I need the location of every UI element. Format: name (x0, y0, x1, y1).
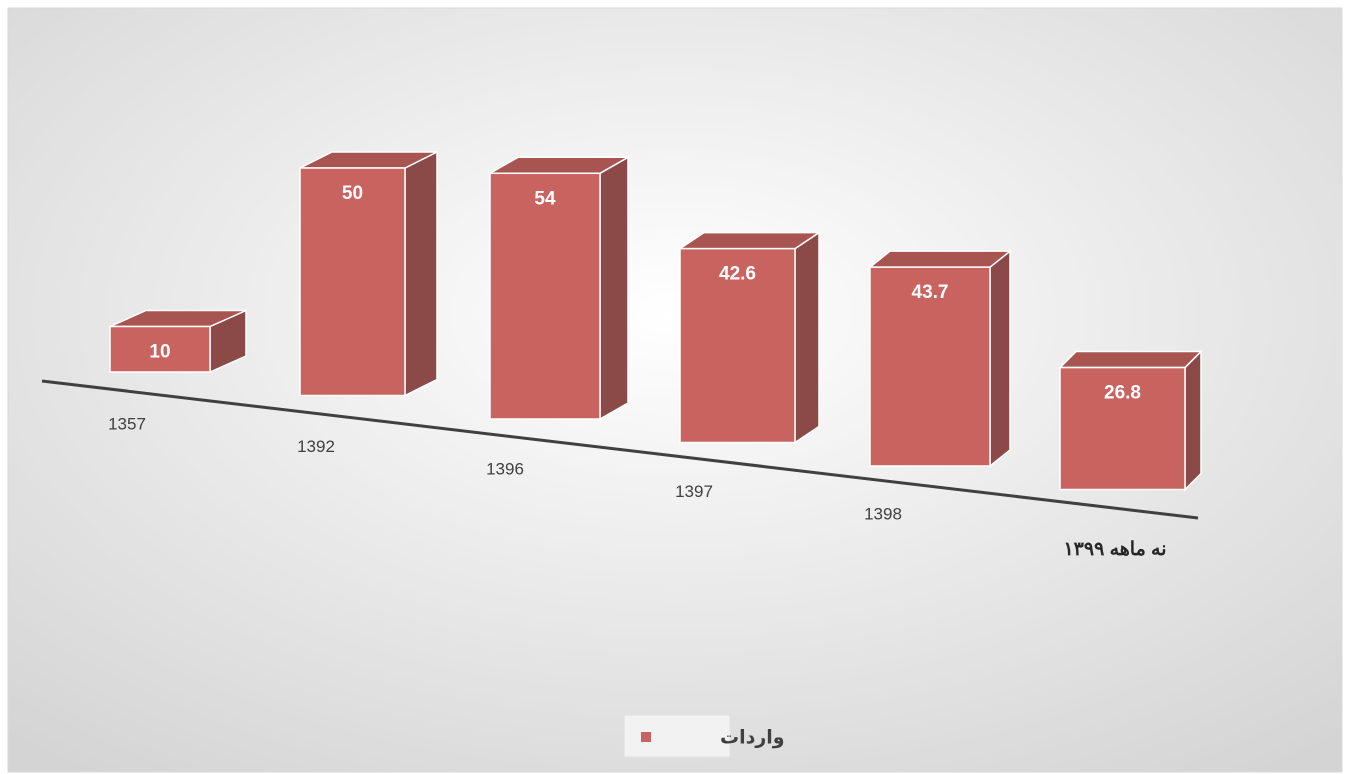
bar-top (1058, 350, 1203, 369)
category-labels: 1357 1392 1396 1397 1398 نه ماهه ۱۳۹۹ (108, 414, 1166, 560)
data-label: 26.8 (1104, 383, 1141, 404)
data-label: 54 (534, 188, 556, 209)
data-label: 50 (342, 183, 363, 204)
x-tick-label: 1392 (297, 437, 335, 456)
x-tick-label: 1357 (108, 414, 146, 433)
bar (869, 266, 991, 467)
x-tick-label: 1397 (675, 482, 713, 501)
bar (1059, 366, 1186, 491)
bar-side (794, 231, 820, 444)
legend-box (623, 714, 731, 758)
data-label: 10 (149, 342, 170, 363)
legend-swatch (641, 732, 651, 742)
x-tick-label: 1396 (486, 459, 524, 478)
bar-side (599, 156, 629, 421)
bar-side (1184, 349, 1202, 492)
legend-label: واردات (720, 727, 785, 749)
bar (299, 167, 406, 397)
x-tick-label: نه ماهه ۱۳۹۹ (1063, 539, 1166, 560)
bar (109, 325, 211, 373)
data-label: 42.6 (719, 264, 756, 285)
bar (679, 247, 796, 444)
baseline (41, 379, 1199, 520)
bar-side (404, 150, 438, 397)
bar-side (989, 249, 1011, 468)
x-tick-label: 1398 (864, 504, 902, 523)
bar-top (677, 231, 822, 250)
bar (489, 172, 601, 420)
data-label: 43.7 (912, 282, 949, 303)
bars: 10 50 54 42.6 43.7 26.8 (109, 150, 1203, 492)
legend: واردات (623, 714, 785, 758)
bar-top (867, 250, 1013, 268)
